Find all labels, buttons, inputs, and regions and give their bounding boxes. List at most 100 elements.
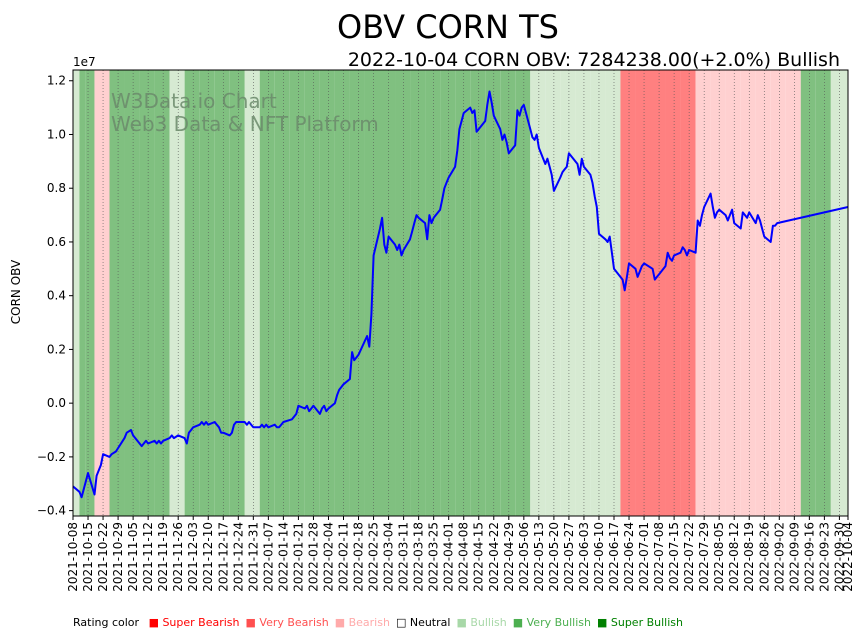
rating-band-vbull	[800, 70, 816, 516]
y-scale-label: 1e7	[73, 55, 96, 69]
x-tick-label: 2022-08-26	[757, 522, 771, 592]
rating-band-vbull	[815, 70, 831, 516]
legend-item: ■ Very Bearish	[245, 616, 329, 629]
rating-band-bull	[605, 70, 621, 516]
x-tick-label: 2022-07-01	[637, 522, 651, 592]
rating-band-bull	[169, 70, 185, 516]
y-tick-label: −0.2	[37, 450, 66, 464]
rating-band-vbull	[349, 70, 365, 516]
x-tick-label: 2022-02-18	[352, 522, 366, 592]
x-tick-label: 2021-10-15	[81, 522, 95, 592]
legend-title: Rating color	[73, 616, 140, 629]
rating-band-bear	[710, 70, 726, 516]
x-tick-label: 2021-10-29	[111, 522, 125, 592]
y-tick-label: −0.4	[37, 504, 66, 518]
x-tick-label: 2021-12-24	[231, 522, 245, 592]
plot-frame	[72, 69, 849, 517]
x-tick-label: 2021-11-19	[156, 522, 170, 592]
y-tick-label: 0.0	[47, 396, 66, 410]
x-tick-label: 2022-08-19	[742, 522, 756, 592]
rating-band-bull	[560, 70, 576, 516]
x-tick-label: 2022-01-28	[306, 522, 320, 592]
rating-band-bear	[770, 70, 786, 516]
x-tick-label: 2022-03-25	[427, 522, 441, 592]
x-tick-label: 2021-12-03	[186, 522, 200, 592]
rating-band-vbear	[650, 70, 666, 516]
x-gridlines	[72, 70, 849, 516]
x-tick-label: 2022-09-16	[802, 522, 816, 592]
rating-band-bear	[695, 70, 711, 516]
x-tick-label: 2022-09-23	[817, 522, 831, 592]
rating-band-vbull	[319, 70, 335, 516]
rating-band-vbear	[680, 70, 696, 516]
rating-band-vbull	[304, 70, 320, 516]
rating-band-bull	[73, 70, 80, 516]
rating-band-bear	[725, 70, 741, 516]
legend-item: □ Neutral	[395, 616, 451, 629]
rating-band-vbear	[635, 70, 651, 516]
y-tick-label: 0.4	[47, 289, 66, 303]
rating-band-vbull	[79, 70, 86, 516]
rating-band-vbull	[410, 70, 426, 516]
rating-band-vbull	[274, 70, 290, 516]
rating-band-vbull	[515, 70, 531, 516]
rating-band-vbull	[154, 70, 170, 516]
rating-band-vbull	[500, 70, 516, 516]
x-tick-label: 2022-06-03	[577, 522, 591, 592]
x-tick-label: 2022-09-09	[787, 522, 801, 592]
x-tick-label: 2021-10-22	[96, 522, 110, 592]
watermark-line-2: Web3 Data & NFT Platform	[111, 112, 379, 136]
x-tick-label: 2022-06-17	[607, 522, 621, 592]
rating-band-vbull	[440, 70, 456, 516]
x-tick-label: 2022-05-20	[547, 522, 561, 592]
chart-subtitle: 2022-10-04 CORN OBV: 7284238.00(+2.0%) B…	[348, 49, 840, 71]
x-tick-label: 2022-05-06	[517, 522, 531, 592]
x-tick-label: 2022-03-18	[412, 522, 426, 592]
rating-band-vbull	[139, 70, 155, 516]
y-axis-label: CORN OBV	[9, 259, 23, 324]
y-tick-label: 0.2	[47, 342, 66, 356]
y-tick-label: 1.0	[47, 127, 66, 141]
x-tick-label: 2022-06-24	[622, 522, 636, 592]
x-tick-label: 2022-05-27	[562, 522, 576, 592]
rating-band-vbear	[665, 70, 681, 516]
rating-bands	[73, 70, 848, 516]
x-tick-label: 2022-08-12	[727, 522, 741, 592]
rating-band-vbull	[109, 70, 125, 516]
watermark: W3Data.io Chart Web3 Data & NFT Platform	[111, 89, 379, 136]
rating-band-vbull	[85, 70, 95, 516]
x-tick-label: 2022-04-29	[502, 522, 516, 592]
x-tick-label: 2021-10-08	[66, 522, 80, 592]
x-tick-label: 2022-08-05	[712, 522, 726, 592]
x-tick-label: 2022-02-04	[321, 522, 335, 592]
x-tick-label: 2022-02-25	[367, 522, 381, 592]
rating-band-vbull	[289, 70, 305, 516]
rating-band-vbull	[199, 70, 215, 516]
x-tick-label: 2022-07-08	[652, 522, 666, 592]
x-tick-label: 2022-03-11	[397, 522, 411, 592]
rating-band-bear	[740, 70, 756, 516]
x-tick-label: 2022-07-29	[697, 522, 711, 592]
watermark-line-1: W3Data.io Chart	[111, 89, 277, 113]
chart-title: OBV CORN TS	[337, 8, 559, 46]
x-tick-label: 2022-09-30	[832, 522, 846, 592]
rating-band-vbull	[229, 70, 245, 516]
x-tick-label: 2022-03-04	[382, 522, 396, 592]
rating-band-vbull	[124, 70, 140, 516]
rating-band-vbull	[259, 70, 275, 516]
rating-band-vbull	[184, 70, 200, 516]
x-tick-label: 2021-11-26	[171, 522, 185, 592]
x-tick-label: 2022-04-22	[487, 522, 501, 592]
x-tick-label: 2022-04-01	[442, 522, 456, 592]
rating-band-vbull	[334, 70, 350, 516]
rating-band-vbull	[485, 70, 501, 516]
x-tick-label: 2022-06-10	[592, 522, 606, 592]
x-tick-label: 2022-09-02	[772, 522, 786, 592]
x-tick-label: 2022-10-04	[841, 522, 855, 592]
y-tick-label: 0.6	[47, 235, 66, 249]
rating-band-bull	[530, 70, 546, 516]
rating-band-bear	[94, 70, 110, 516]
rating-band-bull	[575, 70, 591, 516]
legend-item: ■ Bearish	[334, 616, 390, 629]
